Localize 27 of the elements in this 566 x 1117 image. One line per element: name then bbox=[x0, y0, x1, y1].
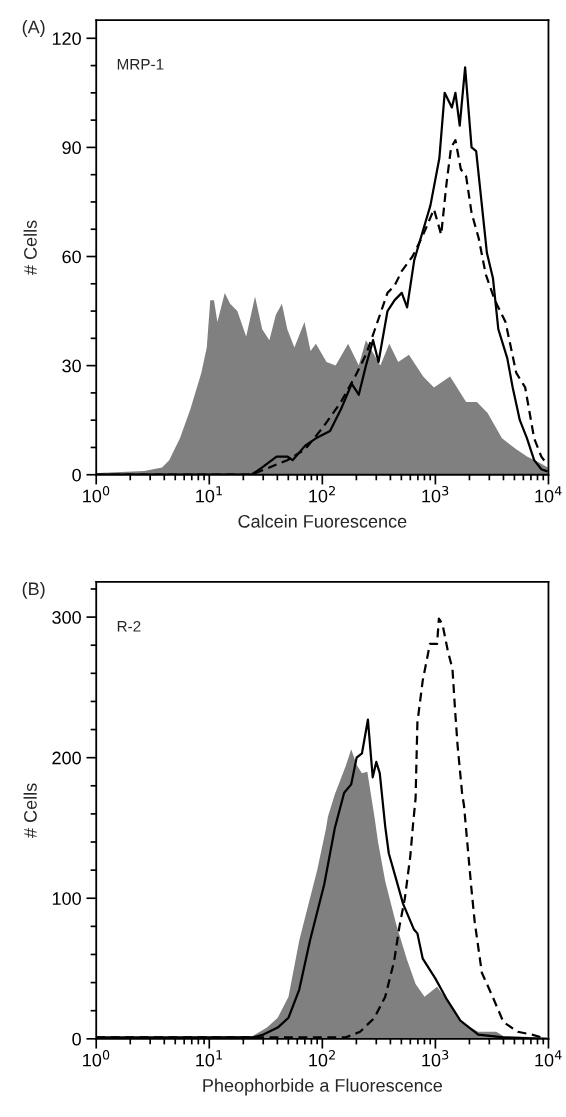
x-axis-title: Calcein Fuorescence bbox=[238, 514, 407, 528]
y-tick-label: 120 bbox=[52, 32, 81, 46]
y-tick-label: 200 bbox=[52, 751, 81, 765]
y-tick-label: 100 bbox=[52, 892, 81, 905]
y-tick-label: 90 bbox=[62, 141, 81, 155]
x-tick-label: 10$^{2}$ bbox=[309, 1050, 335, 1067]
x-tick-label: 10$^{4}$ bbox=[535, 486, 562, 503]
x-tick-label: 10$^{0}$ bbox=[83, 485, 110, 503]
y-tick-label: 300 bbox=[52, 611, 81, 624]
y-tick-label: 0 bbox=[72, 468, 81, 482]
annotation: MRP-1 bbox=[117, 59, 164, 70]
x-tick-label: 10$^{4}$ bbox=[535, 1050, 562, 1067]
x-tick-label: 10$^{1}$ bbox=[196, 1050, 222, 1067]
chart-title: (A) bbox=[22, 20, 45, 37]
y-tick-label: 60 bbox=[62, 250, 81, 264]
x-tick-label: 10$^{2}$ bbox=[309, 485, 335, 503]
y-tick-label: 0 bbox=[72, 1032, 81, 1046]
y-tick-label: 30 bbox=[62, 359, 81, 373]
x-axis-title: Pheophorbide a Fluorescence bbox=[203, 1078, 442, 1096]
x-tick-label: 10$^{3}$ bbox=[422, 485, 449, 503]
y-axis-title: # Cells bbox=[23, 220, 37, 275]
y-axis-title: # Cells bbox=[23, 783, 37, 838]
x-tick-label: 10$^{0}$ bbox=[83, 1050, 110, 1067]
annotation: R-2 bbox=[117, 620, 141, 632]
x-tick-label: 10$^{3}$ bbox=[422, 1050, 449, 1067]
chart-title: (B) bbox=[22, 581, 45, 599]
x-tick-label: 10$^{1}$ bbox=[196, 486, 222, 503]
